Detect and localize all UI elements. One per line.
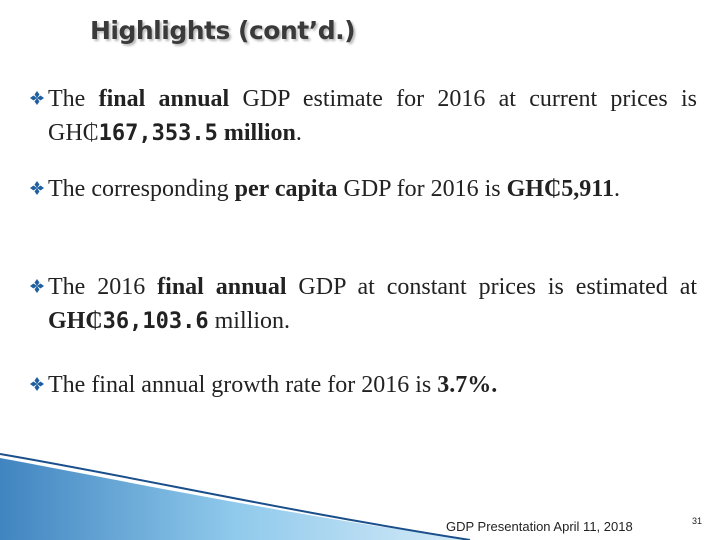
text-run: 36,103.6 xyxy=(102,309,209,334)
text-run: final annual xyxy=(157,274,287,300)
text-run: The 2016 xyxy=(48,274,158,300)
slide-title: Highlights (cont’d.) xyxy=(90,16,356,45)
bullet: The 2016 final annual GDP at constant pr… xyxy=(30,270,697,339)
bullet: The final annual growth rate for 2016 is… xyxy=(30,368,697,402)
bullet-text: The corresponding per capita GDP for 201… xyxy=(48,172,697,206)
text-run: The corresponding xyxy=(48,176,235,202)
text-run: per capita xyxy=(234,176,338,202)
bullet: The final annual GDP estimate for 2016 a… xyxy=(30,82,697,151)
text-run: GH₵5,911 xyxy=(506,176,614,202)
bullet-icon xyxy=(30,181,44,195)
text-run: . xyxy=(295,120,302,146)
text-run: GDP for 2016 is xyxy=(337,176,507,202)
bullet: The corresponding per capita GDP for 201… xyxy=(30,172,697,206)
text-run: GDP estimate for 2016 at current prices … xyxy=(48,86,697,146)
text-run: million xyxy=(217,120,296,146)
bullet-icon xyxy=(30,377,44,391)
text-run: The xyxy=(48,86,99,112)
text-run: million. xyxy=(208,308,290,334)
footer: GDP Presentation April 11, 2018 xyxy=(446,519,633,534)
text-run: 3.7%. xyxy=(437,372,498,398)
text-run: . xyxy=(613,176,620,202)
text-run: GH₵ xyxy=(48,308,103,334)
text-run: The final annual growth rate for 2016 is xyxy=(48,372,438,398)
text-run: 167,353.5 xyxy=(98,121,218,146)
bullet-text: The 2016 final annual GDP at constant pr… xyxy=(48,270,697,339)
bullet-text: The final annual growth rate for 2016 is… xyxy=(48,368,697,402)
page-number: 31 xyxy=(692,516,703,526)
bullet-icon xyxy=(30,91,44,105)
decor-wave xyxy=(0,453,471,540)
text-run: final annual xyxy=(98,86,230,112)
bullet-text: The final annual GDP estimate for 2016 a… xyxy=(48,82,697,151)
text-run: GDP at constant prices is estimated at xyxy=(286,274,698,300)
bullet-icon xyxy=(30,279,44,293)
